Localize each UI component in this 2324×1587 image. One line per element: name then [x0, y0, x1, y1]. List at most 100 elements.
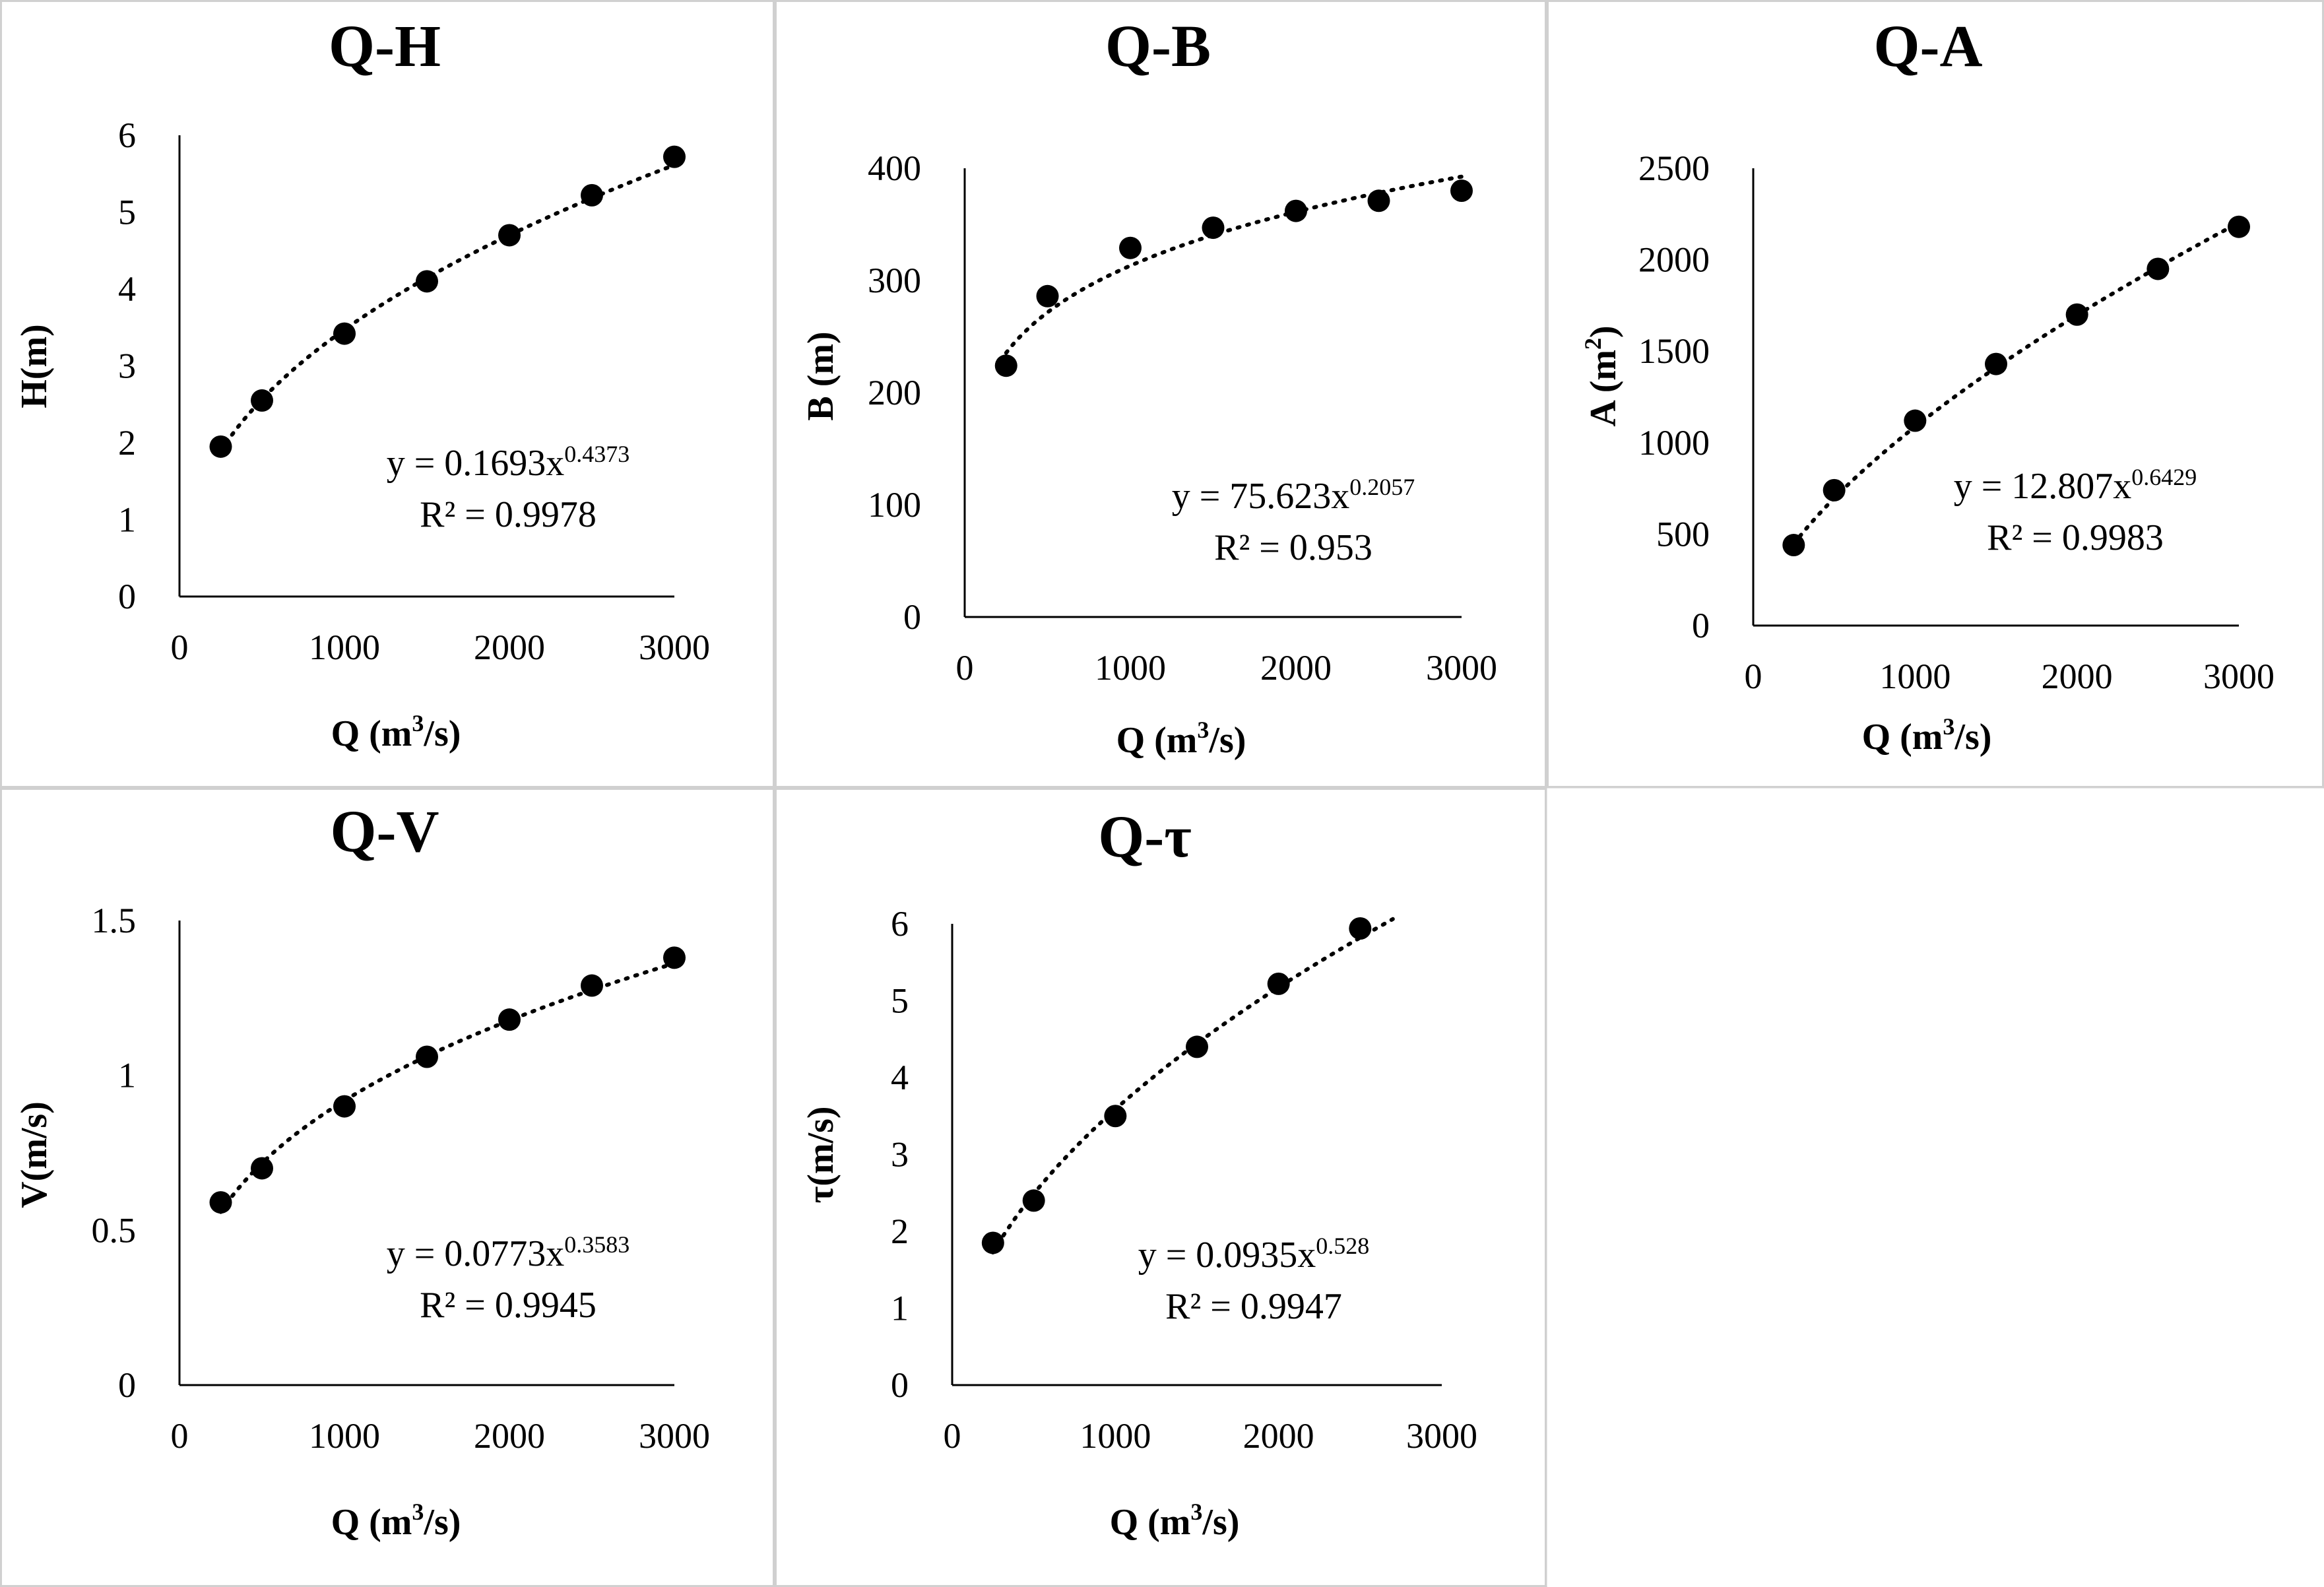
- chart-1-data-point: [209, 435, 232, 458]
- chart-5-y-tick-label: 1: [891, 1289, 909, 1328]
- chart-3-data-point: [1904, 409, 1927, 432]
- empty-panel: [1547, 788, 2324, 1587]
- chart-1-trend-equation: y = 0.1693x0.4373: [387, 441, 630, 484]
- chart-3-data-point: [1985, 352, 2007, 375]
- chart-2-y-tick-label: 100: [868, 485, 921, 525]
- chart-3-y-tick-label: 2000: [1638, 240, 1710, 280]
- chart-4-r-squared: R² = 0.9945: [420, 1285, 597, 1326]
- chart-4-x-tick-label: 3000: [639, 1416, 710, 1456]
- chart-5-panel: Q-τ 0 1 2 3 4 5 6 0 1000 2000 3000 Q (m3/s) τ(m/s) y =…: [774, 787, 1547, 1587]
- chart-3-data-point: [2228, 215, 2250, 238]
- chart-2-r-squared: R² = 0.953: [1214, 527, 1372, 568]
- chart-3-border: [1546, 0, 2324, 789]
- chart-3-r-squared: R² = 0.9983: [1987, 517, 2164, 558]
- chart-2-y-tick-label: 400: [868, 148, 921, 188]
- chart-3-panel: Q-A 0 500 1000 1500 2000 2500 0 1000 2000 3000 Q (m…: [1546, 0, 2324, 789]
- chart-2-x-tick-label: 0: [956, 648, 974, 688]
- chart-1-data-point: [251, 389, 273, 412]
- chart-2-y-tick-label: 0: [903, 597, 921, 637]
- chart-2-data-point: [1119, 236, 1142, 259]
- chart-3-x-tick-label: 1000: [1879, 657, 1951, 696]
- chart-5-data-point: [1267, 972, 1290, 995]
- chart-2-data-point: [1202, 216, 1225, 240]
- chart-4-data-point: [333, 1095, 356, 1118]
- chart-5-x-tick-label: 2000: [1243, 1416, 1314, 1456]
- chart-5-title: Q-τ: [1098, 804, 1191, 870]
- chart-1-title: Q-H: [329, 14, 441, 79]
- chart-5-y-tick-label: 5: [891, 981, 909, 1021]
- chart-3-data-point: [1782, 534, 1805, 557]
- chart-1-y-tick-label: 5: [118, 193, 136, 232]
- chart-3-y-tick-label: 1500: [1638, 331, 1710, 371]
- chart-5-data-point: [1349, 917, 1372, 940]
- chart-2-data-point: [1450, 179, 1473, 202]
- chart-2-x-tick-label: 3000: [1426, 648, 1497, 688]
- chart-5-data-point: [1022, 1189, 1045, 1212]
- chart-5-x-tick-label: 3000: [1406, 1416, 1477, 1456]
- chart-3-x-tick-label: 2000: [2042, 657, 2113, 696]
- chart-5-x-axis-title: Q (m3/s): [1110, 1499, 1240, 1543]
- chart-2-x-tick-label: 2000: [1260, 648, 1332, 688]
- chart-3-title: Q-A: [1874, 14, 1983, 79]
- chart-1-y-tick-label: 4: [118, 269, 136, 309]
- chart-5-data-point: [1186, 1035, 1208, 1058]
- chart-5-data-point: [1104, 1105, 1127, 1128]
- chart-3-x-tick-label: 0: [1745, 657, 1762, 696]
- chart-3-y-tick-label: 1000: [1638, 423, 1710, 463]
- chart-1-y-tick-label: 2: [118, 423, 136, 463]
- chart-4-data-point: [251, 1157, 273, 1180]
- chart-2-data-point: [1036, 284, 1059, 308]
- chart-5-y-tick-label: 6: [891, 904, 909, 944]
- chart-4-data-point: [581, 974, 603, 997]
- chart-1-data-point: [333, 322, 356, 345]
- chart-4-x-axis-title: Q (m3/s): [331, 1499, 461, 1543]
- chart-1-data-point: [581, 183, 603, 207]
- chart-1-x-tick-label: 2000: [474, 628, 545, 667]
- chart-4-x-tick-label: 2000: [474, 1416, 545, 1456]
- chart-4-trend-equation: y = 0.0773x0.3583: [387, 1231, 630, 1274]
- chart-4-y-axis-title: V(m/s): [14, 1101, 55, 1208]
- chart-5-y-tick-label: 3: [891, 1135, 909, 1175]
- chart-1-x-tick-label: 1000: [309, 628, 380, 667]
- chart-2-panel: Q-B 0 100 200 300 400 0 1000 2000 3000 Q (m3/s) B (…: [774, 0, 1547, 789]
- chart-2-y-tick-label: 200: [868, 373, 921, 412]
- chart-3-y-axis-title: A (m2): [1580, 325, 1624, 426]
- chart-2-trend-equation: y = 75.623x0.2057: [1172, 474, 1415, 517]
- chart-4-y-tick-label: 1: [118, 1056, 136, 1095]
- chart-3-x-axis-title: Q (m3/s): [1862, 713, 1992, 758]
- chart-5-x-tick-label: 0: [944, 1416, 961, 1456]
- chart-3-y-tick-label: 500: [1656, 514, 1710, 554]
- chart-4-title: Q-V: [331, 799, 439, 864]
- chart-2-data-point: [1367, 189, 1390, 212]
- chart-2-y-tick-label: 300: [868, 261, 921, 300]
- chart-5-y-axis-title: τ(m/s): [800, 1106, 841, 1203]
- chart-4-x-tick-label: 1000: [309, 1416, 380, 1456]
- chart-1-y-tick-label: 1: [118, 500, 136, 540]
- chart-1-x-axis-title: Q (m3/s): [331, 710, 461, 754]
- chart-5-r-squared: R² = 0.9947: [1165, 1286, 1342, 1327]
- chart-4-panel: Q-V 0 0.5 1 1.5 0 1000 2000 3000 Q (m3/s) V(m/s) y …: [0, 787, 775, 1587]
- chart-5-border: [774, 787, 1547, 1587]
- chart-3-data-point: [2065, 303, 2088, 326]
- chart-2-data-point: [1285, 199, 1307, 222]
- chart-2-x-tick-label: 1000: [1095, 648, 1166, 688]
- chart-4-y-tick-label: 0: [118, 1365, 136, 1405]
- chart-2-trendline: [1004, 174, 1464, 355]
- chart-5-y-tick-label: 0: [891, 1365, 909, 1405]
- chart-5-y-tick-label: 2: [891, 1212, 909, 1251]
- chart-2-x-axis-title: Q (m3/s): [1116, 717, 1246, 761]
- chart-3-data-point: [1823, 478, 1846, 502]
- chart-4-x-tick-label: 0: [171, 1416, 189, 1456]
- chart-2-title: Q-B: [1105, 14, 1211, 79]
- chart-4-data-point: [209, 1191, 232, 1214]
- chart-1-trendline: [218, 163, 676, 453]
- chart-1-y-tick-label: 6: [118, 115, 136, 155]
- chart-1-r-squared: R² = 0.9978: [420, 494, 597, 535]
- chart-1-x-tick-label: 0: [171, 628, 189, 667]
- chart-5-x-tick-label: 1000: [1080, 1416, 1151, 1456]
- chart-5-data-point: [981, 1231, 1004, 1254]
- chart-4-data-point: [498, 1008, 521, 1031]
- chart-1-y-tick-label: 0: [118, 577, 136, 616]
- chart-3-trend-equation: y = 12.807x0.6429: [1954, 464, 2197, 507]
